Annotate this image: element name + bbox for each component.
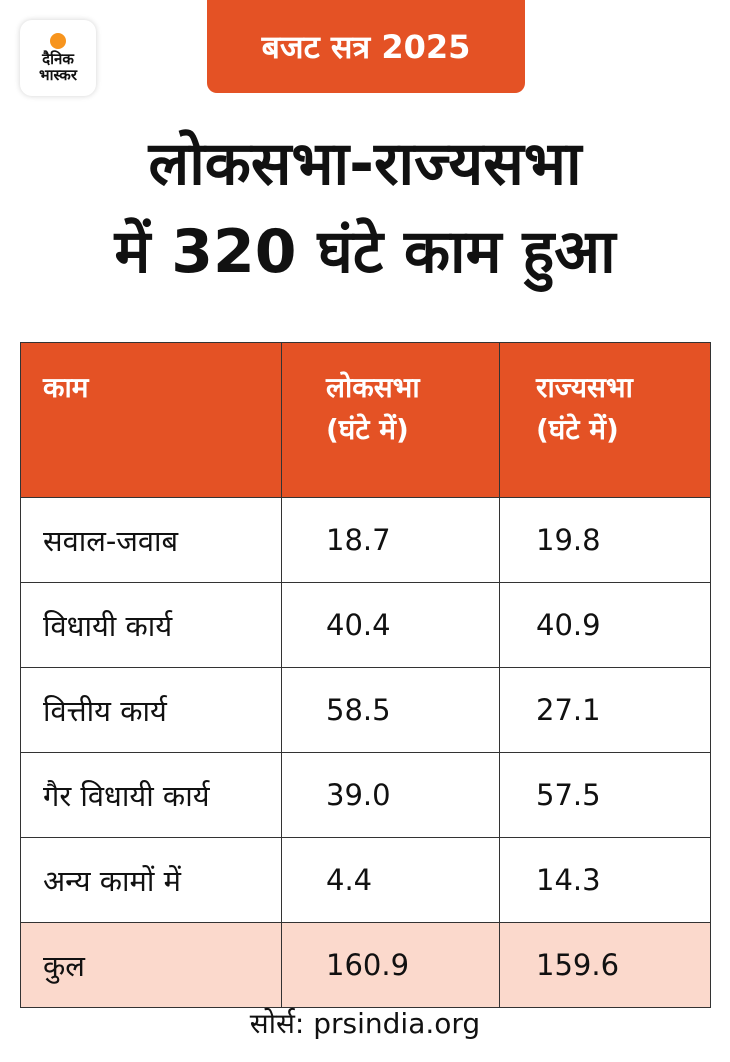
total-label: कुल (20, 922, 282, 1008)
row-label: विधायी कार्य (20, 582, 282, 668)
total-loksabha-value: 160.9 (281, 922, 500, 1008)
source-note: सोर्स: prsindia.org (249, 1007, 481, 1040)
header-work: काम (20, 342, 282, 498)
total-rajyasabha-value: 159.6 (499, 922, 711, 1008)
header-work-label: काम (43, 371, 89, 404)
loksabha-value: 58.5 (281, 667, 500, 753)
header-rajyasabha-unit: (घंटे में) (536, 413, 619, 446)
header-loksabha-label: लोकसभा (326, 371, 420, 404)
total-row: कुल 160.9 159.6 (20, 922, 711, 1008)
title-line-2: में 320 घंटे काम हुआ (114, 217, 616, 287)
row-label: गैर विधायी कार्य (20, 752, 282, 838)
brand-logo: दैनिक भास्कर (20, 20, 96, 96)
table-row: विधायी कार्य 40.4 40.9 (20, 582, 711, 668)
logo-line-1: दैनिक (42, 50, 74, 68)
loksabha-value: 18.7 (281, 497, 500, 583)
header-loksabha-unit: (घंटे में) (326, 413, 409, 446)
rajyasabha-value: 40.9 (499, 582, 711, 668)
rajyasabha-value: 14.3 (499, 837, 711, 923)
title-line-1: लोकसभा-राज्यसभा (148, 129, 582, 199)
header-rajyasabha: राज्यसभा (घंटे में) (499, 342, 711, 498)
page-title: लोकसभा-राज्यसभा में 320 घंटे काम हुआ (0, 120, 730, 296)
sun-icon (50, 33, 66, 49)
header-loksabha: लोकसभा (घंटे में) (281, 342, 500, 498)
loksabha-value: 40.4 (281, 582, 500, 668)
row-label: वित्तीय कार्य (20, 667, 282, 753)
rajyasabha-value: 19.8 (499, 497, 711, 583)
table-row: अन्य कामों में 4.4 14.3 (20, 837, 711, 923)
table-header-row: काम लोकसभा (घंटे में) राज्यसभा (घंटे में… (20, 342, 711, 498)
loksabha-value: 4.4 (281, 837, 500, 923)
rajyasabha-value: 27.1 (499, 667, 711, 753)
row-label: अन्य कामों में (20, 837, 282, 923)
logo-line-2: भास्कर (39, 66, 77, 84)
table-row: वित्तीय कार्य 58.5 27.1 (20, 667, 711, 753)
rajyasabha-value: 57.5 (499, 752, 711, 838)
work-hours-table: काम लोकसभा (घंटे में) राज्यसभा (घंटे में… (20, 342, 711, 1008)
session-badge: बजट सत्र 2025 (207, 0, 525, 93)
row-label: सवाल-जवाब (20, 497, 282, 583)
table-row: गैर विधायी कार्य 39.0 57.5 (20, 752, 711, 838)
table-row: सवाल-जवाब 18.7 19.8 (20, 497, 711, 583)
header-rajyasabha-label: राज्यसभा (536, 371, 633, 404)
loksabha-value: 39.0 (281, 752, 500, 838)
